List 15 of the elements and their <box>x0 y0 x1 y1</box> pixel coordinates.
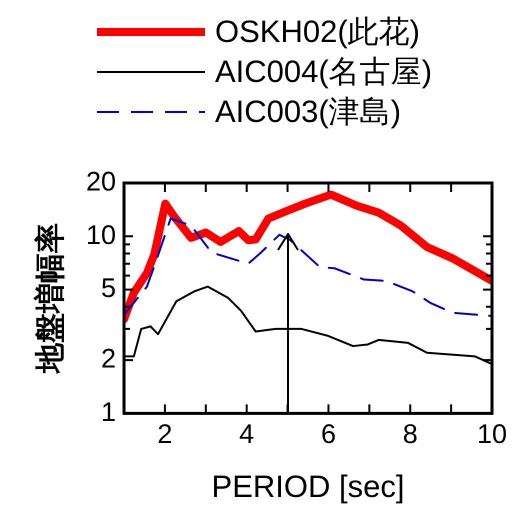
y-tick-label: 5 <box>101 273 116 304</box>
legend-label: OSKH02(此花) <box>215 13 420 51</box>
x-tick-label: 2 <box>157 419 172 450</box>
y-tick-label: 10 <box>86 220 116 250</box>
y-tick-label: 20 <box>86 166 116 196</box>
x-tick-label: 10 <box>476 419 508 450</box>
x-tick-label: 4 <box>239 419 254 450</box>
y-axis-title: 地盤増幅率 <box>32 223 68 376</box>
x-axis-title: PERIOD [sec] <box>212 468 404 504</box>
x-tick-label: 6 <box>320 419 336 450</box>
y-tick-label: 2 <box>101 344 116 374</box>
legend-label: AIC004(名古屋) <box>215 53 432 91</box>
legend-label: AIC003(津島) <box>215 93 402 131</box>
y-tick-label: 1 <box>101 396 116 427</box>
x-tick-label: 8 <box>402 419 418 450</box>
